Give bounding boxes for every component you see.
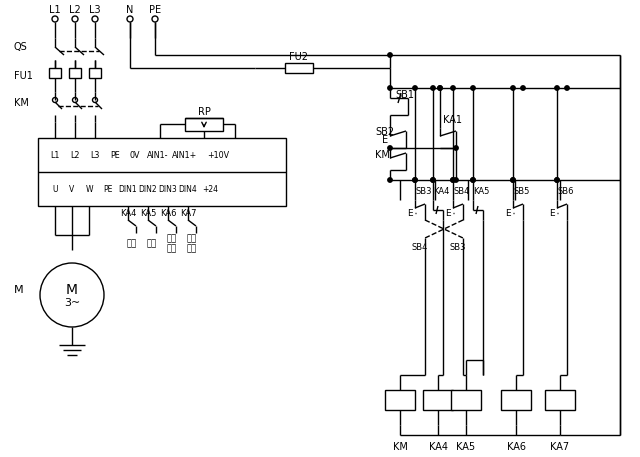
Text: L2: L2 <box>69 5 81 15</box>
Text: SB4: SB4 <box>412 244 428 253</box>
Circle shape <box>454 146 458 150</box>
Circle shape <box>413 178 417 182</box>
Text: KA6: KA6 <box>160 209 176 218</box>
Text: E: E <box>445 208 451 218</box>
Circle shape <box>471 178 475 182</box>
Bar <box>501 390 531 410</box>
Circle shape <box>431 86 435 90</box>
Circle shape <box>471 178 475 182</box>
Text: M: M <box>14 285 24 295</box>
Circle shape <box>388 53 392 57</box>
Text: SB6: SB6 <box>557 186 573 196</box>
Circle shape <box>555 86 559 90</box>
Circle shape <box>388 86 392 90</box>
Bar <box>385 390 415 410</box>
Circle shape <box>438 86 442 90</box>
Text: E: E <box>506 208 511 218</box>
Circle shape <box>454 178 458 182</box>
Bar <box>545 390 575 410</box>
Bar <box>38 138 286 206</box>
Bar <box>285 63 313 73</box>
Text: L2: L2 <box>70 150 80 159</box>
Text: 3~: 3~ <box>64 298 80 308</box>
Text: AIN1+: AIN1+ <box>172 150 198 159</box>
Bar <box>69 68 81 78</box>
Bar <box>451 390 481 410</box>
Bar <box>49 68 61 78</box>
Bar <box>423 390 453 410</box>
Text: DIN4: DIN4 <box>179 185 197 193</box>
Text: KA4: KA4 <box>433 186 449 196</box>
Text: U: U <box>52 185 58 193</box>
Text: N: N <box>126 5 134 15</box>
Text: L3: L3 <box>90 150 100 159</box>
Text: SB5: SB5 <box>513 186 529 196</box>
Bar <box>185 118 223 131</box>
Text: KA7: KA7 <box>180 209 196 218</box>
Text: KM: KM <box>14 98 29 108</box>
Circle shape <box>471 86 475 90</box>
Text: M: M <box>66 283 78 297</box>
Text: +24: +24 <box>202 185 218 193</box>
Text: KM: KM <box>392 442 408 452</box>
Circle shape <box>451 86 455 90</box>
Text: KA5: KA5 <box>456 442 476 452</box>
Circle shape <box>438 86 442 90</box>
Bar <box>89 68 101 78</box>
Text: DIN3: DIN3 <box>159 185 177 193</box>
Circle shape <box>555 178 559 182</box>
Circle shape <box>388 178 392 182</box>
Text: L1: L1 <box>49 5 61 15</box>
Circle shape <box>431 178 435 182</box>
Text: SB3: SB3 <box>450 244 467 253</box>
Text: PE: PE <box>149 5 161 15</box>
Circle shape <box>451 178 455 182</box>
Text: DIN1: DIN1 <box>118 185 138 193</box>
Text: SB4: SB4 <box>453 186 469 196</box>
Circle shape <box>564 86 569 90</box>
Text: KA7: KA7 <box>550 442 570 452</box>
Text: DIN2: DIN2 <box>139 185 157 193</box>
Circle shape <box>511 178 515 182</box>
Circle shape <box>451 178 455 182</box>
Text: KA4: KA4 <box>429 442 447 452</box>
Text: FU1: FU1 <box>14 71 33 81</box>
Text: L1: L1 <box>51 150 60 159</box>
Circle shape <box>388 146 392 150</box>
Text: 反转: 反转 <box>147 239 157 249</box>
Text: E: E <box>382 135 388 145</box>
Text: 正向
点动: 正向 点动 <box>167 234 177 254</box>
Text: KA1: KA1 <box>443 115 462 125</box>
Text: 正转: 正转 <box>127 239 137 249</box>
Text: 0V: 0V <box>130 150 140 159</box>
Circle shape <box>413 178 417 182</box>
Text: KA5: KA5 <box>473 186 490 196</box>
Text: SB1: SB1 <box>395 90 414 100</box>
Text: SB3: SB3 <box>415 186 431 196</box>
Circle shape <box>511 178 515 182</box>
Circle shape <box>413 86 417 90</box>
Text: QS: QS <box>14 42 28 52</box>
Text: E: E <box>549 208 555 218</box>
Text: PE: PE <box>110 150 120 159</box>
Text: +10V: +10V <box>207 150 229 159</box>
Text: KM: KM <box>375 150 390 160</box>
Text: KA5: KA5 <box>140 209 156 218</box>
Text: W: W <box>85 185 93 193</box>
Text: AIN1-: AIN1- <box>147 150 169 159</box>
Text: PE: PE <box>103 185 113 193</box>
Text: E: E <box>408 208 413 218</box>
Text: FU2: FU2 <box>289 52 308 62</box>
Text: RP: RP <box>198 107 211 117</box>
Text: V: V <box>69 185 75 193</box>
Text: SB2: SB2 <box>375 127 394 137</box>
Text: 反向
点动: 反向 点动 <box>187 234 197 254</box>
Circle shape <box>431 178 435 182</box>
Text: KA6: KA6 <box>506 442 525 452</box>
Circle shape <box>521 86 525 90</box>
Circle shape <box>511 86 515 90</box>
Text: KA4: KA4 <box>120 209 136 218</box>
Text: L3: L3 <box>89 5 101 15</box>
Circle shape <box>555 178 559 182</box>
